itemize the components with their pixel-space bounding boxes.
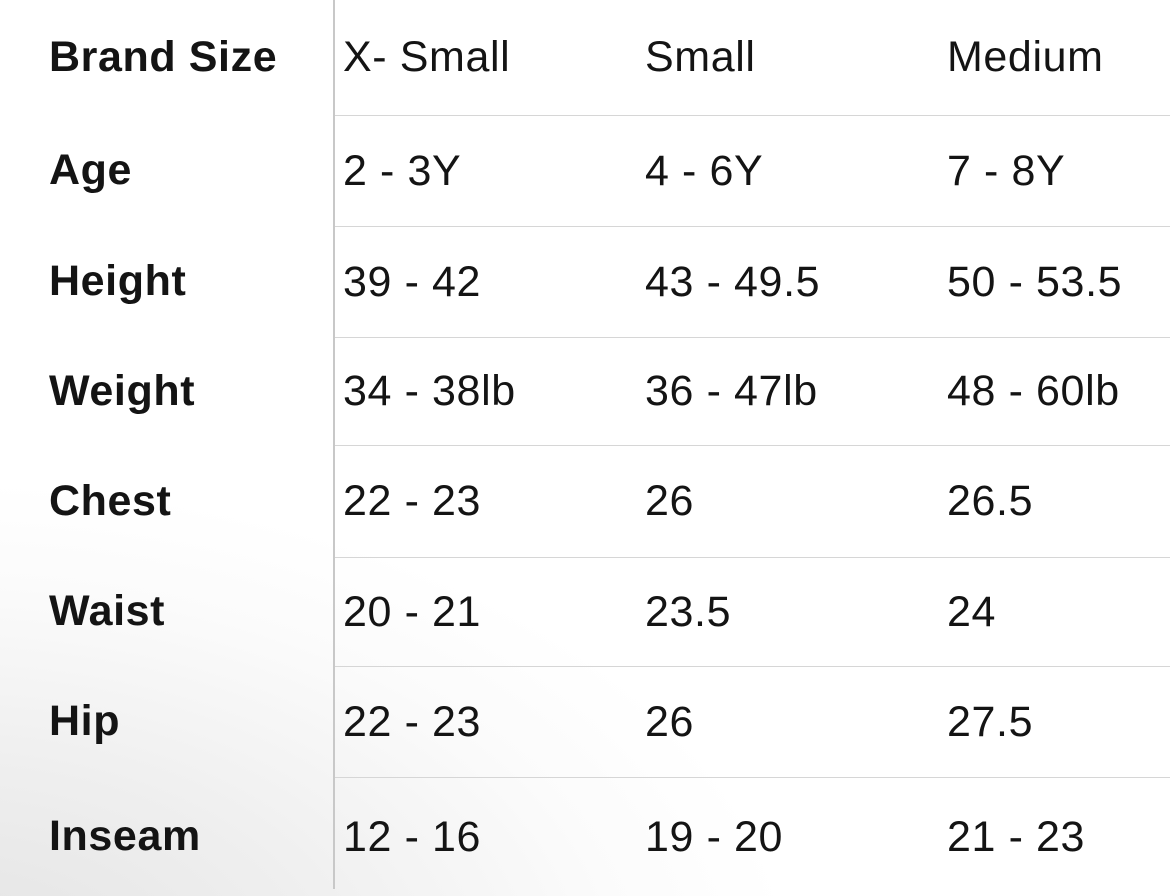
cell-height-small: 43 - 49.5 [636, 226, 938, 337]
column-header-small: Small [645, 33, 756, 81]
cell-age-small: 4 - 6Y [636, 115, 938, 226]
row-label-chest: Chest [49, 476, 172, 525]
corner-header-brand-size: Brand Size [49, 33, 278, 81]
cell-weight-x-small: 34 - 38lb [334, 337, 636, 445]
cell-waist-medium: 24 [938, 557, 1170, 666]
cell-inseam-medium: 21 - 23 [938, 777, 1170, 896]
cell-age-medium: 7 - 8Y [938, 115, 1170, 226]
cell-chest-medium: 26.5 [938, 445, 1170, 557]
cell-height-medium: 50 - 53.5 [938, 226, 1170, 337]
row-label-inseam: Inseam [49, 812, 201, 860]
row-label-waist: Waist [49, 587, 166, 635]
column-header-x-small: X- Small [343, 33, 511, 81]
cell-hip-x-small: 22 - 23 [334, 666, 636, 777]
cell-height-x-small: 39 - 42 [334, 226, 636, 337]
cell-hip-small: 26 [636, 666, 938, 777]
row-label-hip: Hip [49, 697, 121, 745]
cell-chest-x-small: 22 - 23 [334, 445, 636, 557]
cell-weight-medium: 48 - 60lb [938, 337, 1170, 445]
cell-inseam-small: 19 - 20 [636, 777, 938, 896]
cell-weight-small: 36 - 47lb [636, 337, 938, 445]
row-label-height: Height [49, 257, 187, 305]
cell-hip-medium: 27.5 [938, 666, 1170, 777]
cell-inseam-x-small: 12 - 16 [334, 777, 636, 896]
cell-chest-small: 26 [636, 445, 938, 557]
column-divider-line [333, 0, 335, 889]
cell-age-x-small: 2 - 3Y [334, 115, 636, 226]
column-header-medium: Medium [947, 33, 1104, 81]
row-label-age: Age [49, 146, 133, 194]
row-label-weight: Weight [49, 366, 196, 415]
cell-waist-x-small: 20 - 21 [334, 557, 636, 666]
cell-waist-small: 23.5 [636, 557, 938, 666]
